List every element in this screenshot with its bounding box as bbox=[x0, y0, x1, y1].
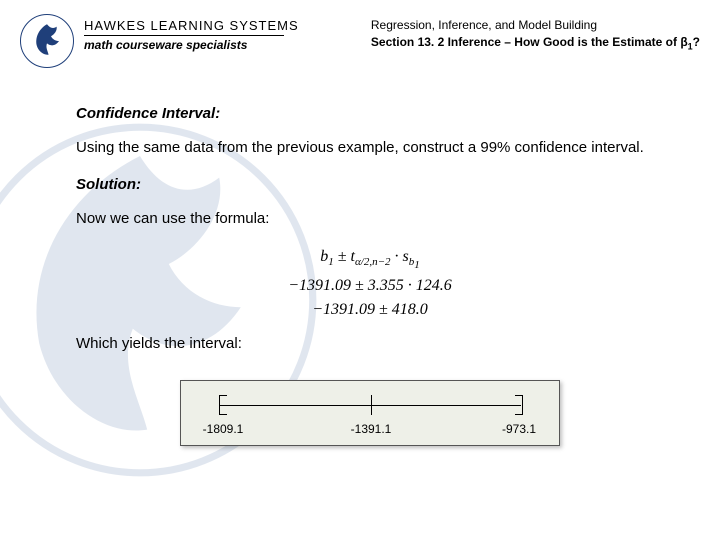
bracket-right-icon bbox=[515, 395, 523, 415]
formula-row-3: −1391.09 ± 418.0 bbox=[76, 298, 664, 322]
number-line bbox=[219, 405, 521, 406]
slide-header: HAWKES LEARNING SYSTEMS math courseware … bbox=[0, 0, 720, 76]
heading-solution: Solution: bbox=[76, 175, 664, 195]
brand-block: HAWKES LEARNING SYSTEMS math courseware … bbox=[20, 14, 299, 68]
heading-confidence-interval: Confidence Interval: bbox=[76, 104, 664, 124]
formula-block: b1 ± tα/2,n−2 · sb1 −1391.09 ± 3.355 · 1… bbox=[76, 245, 664, 322]
section-prefix: Section 13. 2 Inference – How Good is th… bbox=[371, 35, 680, 49]
interval-label-left: -1809.1 bbox=[203, 421, 244, 437]
problem-statement: Using the same data from the previous ex… bbox=[76, 138, 664, 158]
formula-row-2: −1391.09 ± 3.355 · 124.6 bbox=[76, 274, 664, 298]
brand-name: HAWKES LEARNING SYSTEMS bbox=[84, 18, 299, 33]
formula-row-1: b1 ± tα/2,n−2 · sb1 bbox=[76, 245, 664, 274]
section-title: Section 13. 2 Inference – How Good is th… bbox=[371, 35, 700, 51]
interval-label-right: -973.1 bbox=[502, 421, 536, 437]
section-suffix: ? bbox=[693, 35, 700, 49]
slide-content: Confidence Interval: Using the same data… bbox=[0, 76, 720, 446]
chapter-title: Regression, Inference, and Model Buildin… bbox=[371, 18, 700, 32]
brand-divider bbox=[84, 35, 284, 36]
yields-text: Which yields the interval: bbox=[76, 334, 664, 354]
hawk-logo-icon bbox=[20, 14, 74, 68]
topic-block: Regression, Inference, and Model Buildin… bbox=[371, 14, 700, 68]
bracket-left-icon bbox=[219, 395, 227, 415]
interval-diagram: -1809.1 -1391.1 -973.1 bbox=[180, 380, 560, 446]
interval-label-mid: -1391.1 bbox=[351, 421, 392, 437]
intro-text: Now we can use the formula: bbox=[76, 209, 664, 229]
beta-symbol: β bbox=[680, 35, 687, 49]
center-tick bbox=[371, 395, 372, 415]
brand-tagline: math courseware specialists bbox=[84, 38, 299, 52]
